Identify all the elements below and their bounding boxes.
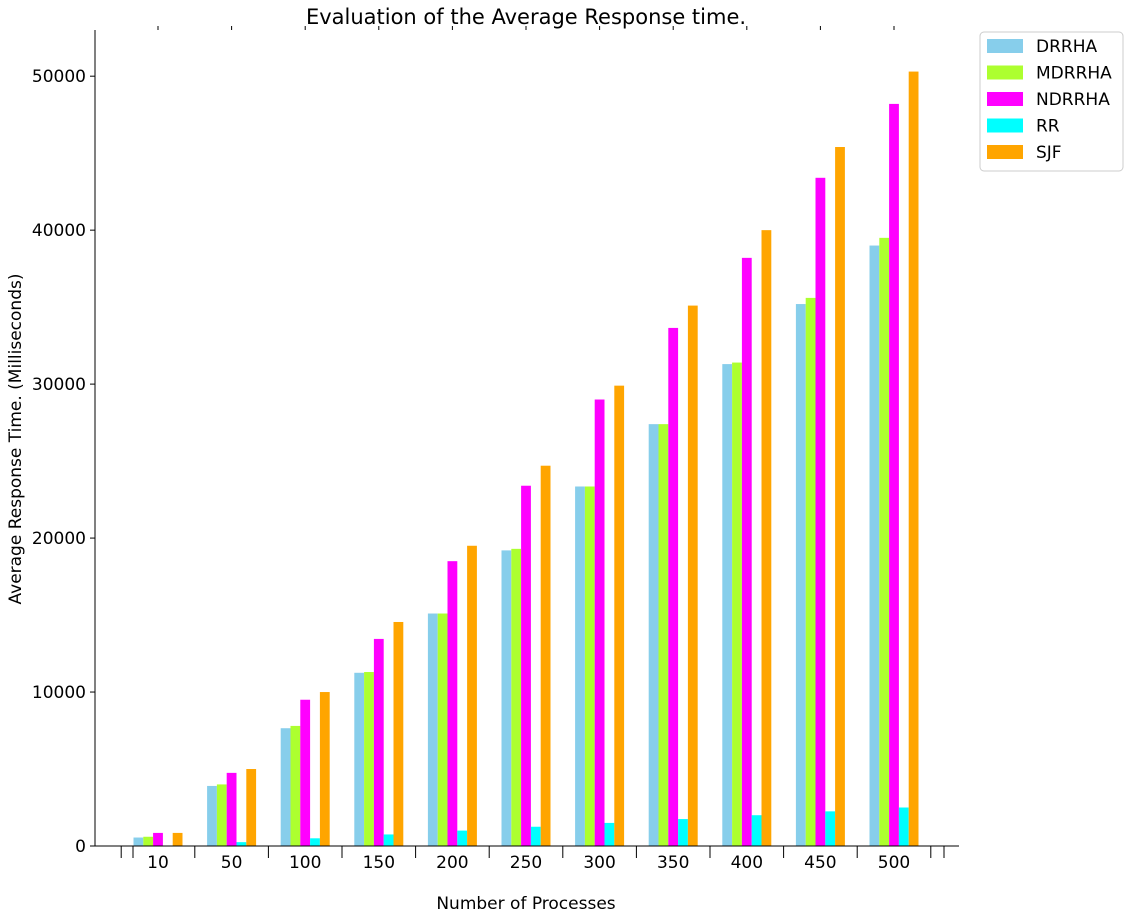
x-tick-label: 250 [510,853,542,873]
legend: DRRHA MDRRHA NDRRHA RR SJF [979,31,1124,172]
bar-drrha-100 [280,728,291,846]
bar-sjf-350 [687,305,698,847]
x-tick-label: 300 [583,853,615,873]
x-tick-label: 150 [363,853,395,873]
x-tick-label: 10 [147,853,169,873]
x-tick-label: 50 [221,853,243,873]
legend-label-ndrrha: NDRRHA [1036,90,1110,110]
legend-swatch-drrha [987,39,1023,53]
bar-sjf-250 [540,465,551,846]
bar-mdrrha-350 [658,424,669,846]
legend-swatch-sjf [987,145,1023,159]
bar-sjf-500 [908,71,919,846]
y-tick-label: 50000 [32,67,86,87]
bar-drrha-450 [795,304,806,846]
bar-rr-400 [751,815,762,846]
bar-rr-150 [383,834,394,846]
bar-mdrrha-500 [879,237,890,847]
axes-group: 0 10000 20000 30000 40000 50000 10 50 100 150 200 2… [32,26,959,873]
chart-title: Evaluation of the Average Response time. [306,5,746,29]
x-tick-label: 350 [657,853,689,873]
bar-drrha-500 [869,245,880,847]
bar-drrha-300 [575,486,585,846]
bar-drrha-200 [427,613,438,846]
bar-rr-350 [678,819,688,846]
bar-mdrrha-150 [364,672,374,846]
legend-label-drrha: DRRHA [1036,37,1097,57]
legend-swatch-mdrrha [987,65,1023,80]
bar-sjf-100 [319,692,330,846]
bar-sjf-10 [172,832,183,846]
bar-ndrrha-10 [153,832,163,846]
bar-mdrrha-100 [290,725,301,846]
bar-ndrrha-500 [889,103,899,846]
x-tick-label: 400 [731,853,763,873]
bars-group [133,71,919,847]
bar-ndrrha-100 [300,699,311,846]
bar-drrha-400 [722,364,733,846]
y-axis-title: Average Response Time. (Milliseconds) [6,274,26,605]
x-tick-label: 200 [436,853,468,873]
bar-sjf-400 [761,230,772,846]
bar-mdrrha-10 [143,836,154,846]
bar-drrha-150 [354,672,365,846]
bar-sjf-50 [246,769,257,846]
bar-rr-450 [825,811,836,846]
legend-swatch-ndrrha [987,92,1023,106]
bar-drrha-50 [207,785,217,846]
bar-drrha-250 [501,550,512,846]
bar-sjf-450 [835,147,845,846]
bar-drrha-350 [648,424,659,846]
x-tick-label: 500 [878,853,910,873]
bar-rr-300 [604,822,615,846]
y-tick-label: 0 [75,837,86,857]
bar-sjf-150 [393,621,404,846]
bar-ndrrha-200 [447,561,458,846]
bar-sjf-200 [467,545,477,846]
bar-ndrrha-450 [815,177,826,847]
y-tick-label: 30000 [32,375,86,395]
y-tick-label: 10000 [32,683,86,703]
bar-mdrrha-250 [511,548,522,846]
bar-mdrrha-50 [216,784,227,846]
legend-label-sjf: SJF [1036,143,1062,163]
y-tick-label: 40000 [32,221,86,241]
bar-ndrrha-50 [226,772,237,846]
x-tick-label: 450 [804,853,836,873]
bar-rr-50 [236,842,247,846]
bar-rr-100 [310,838,320,846]
bar-ndrrha-300 [594,399,605,846]
bar-drrha-10 [133,837,144,846]
bar-sjf-300 [614,385,625,846]
bar-mdrrha-300 [584,486,595,846]
legend-label-mdrrha: MDRRHA [1036,64,1112,84]
bar-ndrrha-150 [373,638,384,846]
x-axis-title: Number of Processes [436,894,615,914]
bar-rr-250 [530,826,541,846]
bar-rr-200 [457,830,468,846]
legend-label-rr: RR [1036,117,1060,137]
legend-swatch-rr [987,118,1023,133]
bar-ndrrha-250 [521,485,531,846]
bar-ndrrha-400 [741,257,752,846]
y-tick-label: 20000 [32,529,86,549]
x-tick-label: 100 [289,853,321,873]
bar-ndrrha-350 [668,327,679,846]
bar-mdrrha-450 [805,297,816,846]
bar-mdrrha-400 [732,362,742,846]
bar-mdrrha-200 [437,613,448,846]
bar-rr-500 [898,807,909,846]
